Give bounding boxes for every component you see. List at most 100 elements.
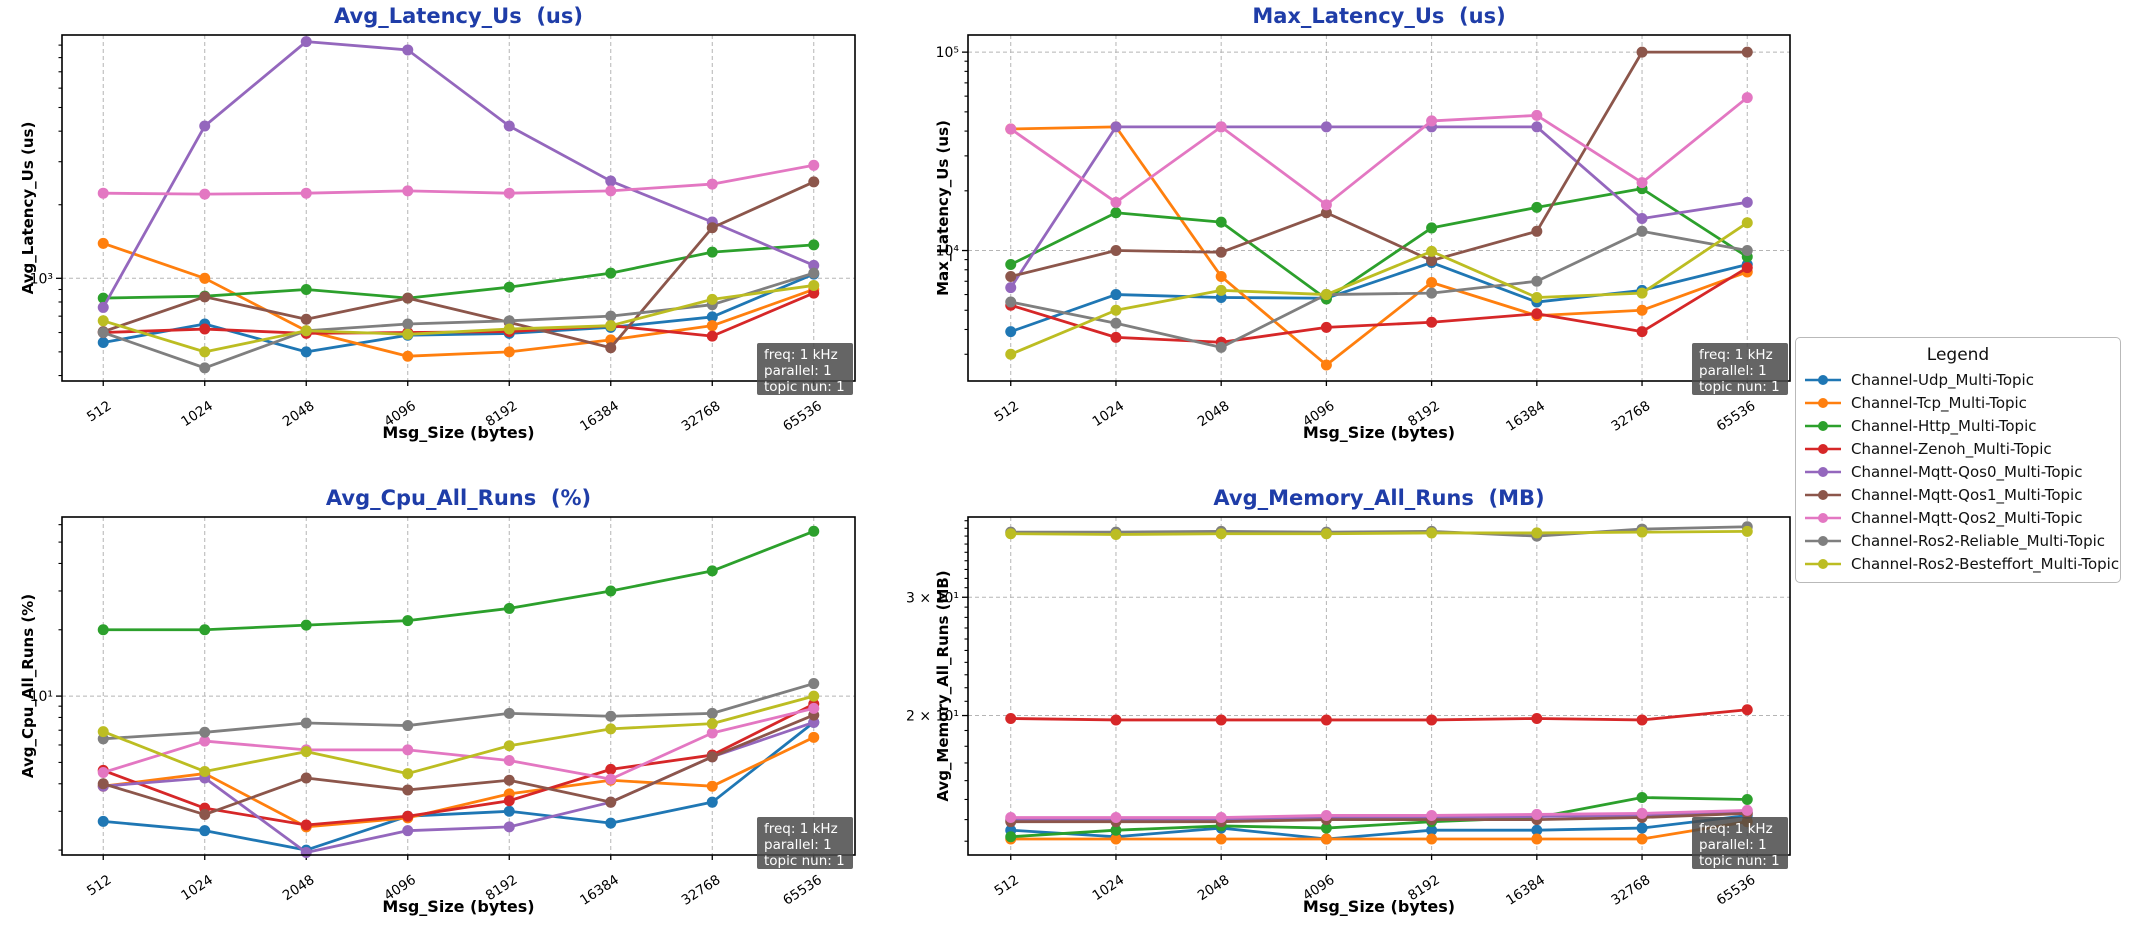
data-point-channel-udp-multi-topic — [503, 805, 515, 817]
data-point-channel-ros2-besteffort-multi-topic — [503, 740, 515, 752]
y-tick-label: 10³ — [30, 271, 53, 287]
series-line-channel-ros2-besteffort-multi-topic — [1010, 529, 1748, 536]
data-point-channel-http-multi-topic — [808, 525, 820, 537]
data-point-channel-mqtt-qos2-multi-topic — [300, 187, 312, 199]
series-line-channel-mqtt-qos0-multi-topic — [1010, 810, 1748, 821]
series-channel-mqtt-qos2-multi-topic — [1005, 804, 1753, 824]
data-point-channel-udp-multi-topic — [1636, 822, 1648, 834]
x-tick-label: 1024 — [1090, 398, 1128, 430]
data-point-channel-ros2-besteffort-multi-topic — [300, 325, 312, 337]
data-point-channel-mqtt-qos2-multi-topic — [1741, 804, 1753, 816]
data-point-channel-zenoh-multi-topic — [1320, 321, 1332, 333]
data-point-channel-mqtt-qos2-multi-topic — [503, 755, 515, 767]
data-point-channel-mqtt-qos1-multi-topic — [605, 796, 617, 808]
data-point-channel-ros2-reliable-multi-topic — [402, 318, 414, 330]
legend-line-marker-icon — [1805, 420, 1841, 431]
series-line-channel-ros2-reliable-multi-topic — [1010, 229, 1748, 349]
data-point-channel-ros2-besteffort-multi-topic — [605, 320, 617, 332]
x-tick-label: 65536 — [780, 872, 825, 909]
data-point-channel-ros2-reliable-multi-topic — [1110, 317, 1122, 329]
data-point-channel-mqtt-qos2-multi-topic — [402, 744, 414, 756]
data-point-channel-ros2-besteffort-multi-topic — [97, 315, 109, 327]
data-point-channel-ros2-besteffort-multi-topic — [706, 293, 718, 305]
series-channel-zenoh-multi-topic — [97, 698, 820, 831]
data-point-channel-ros2-besteffort-multi-topic — [1531, 291, 1543, 303]
x-tick-label: 2048 — [1195, 872, 1233, 904]
data-point-channel-mqtt-qos2-multi-topic — [706, 178, 718, 190]
legend: Legend Channel-Udp_Multi-Topic Channel-Tc… — [1795, 337, 2121, 583]
data-point-channel-ros2-reliable-multi-topic — [503, 707, 515, 719]
data-point-channel-udp-multi-topic — [97, 815, 109, 827]
data-point-channel-zenoh-multi-topic — [1636, 326, 1648, 338]
x-tick-label: 1024 — [178, 398, 216, 430]
data-point-channel-mqtt-qos0-multi-topic — [1636, 213, 1648, 225]
series-line-channel-http-multi-topic — [1010, 796, 1748, 839]
data-point-channel-ros2-besteffort-multi-topic — [1215, 528, 1227, 540]
data-point-channel-ros2-reliable-multi-topic — [503, 315, 515, 327]
x-axis-label: Msg_Size (bytes) — [1303, 423, 1455, 442]
data-point-channel-ros2-reliable-multi-topic — [1005, 296, 1017, 308]
data-point-channel-http-multi-topic — [1531, 201, 1543, 213]
data-point-channel-zenoh-multi-topic — [808, 287, 820, 299]
data-point-channel-mqtt-qos1-multi-topic — [402, 784, 414, 796]
data-point-channel-mqtt-qos2-multi-topic — [1531, 808, 1543, 820]
data-point-channel-zenoh-multi-topic — [1110, 714, 1122, 726]
legend-line-marker-icon — [1805, 512, 1841, 523]
y-axis-label: Max_Latency_Us (us) — [934, 120, 952, 296]
series-line-channel-tcp-multi-topic — [1010, 820, 1748, 841]
legend-line-marker-icon — [1805, 558, 1841, 569]
data-point-channel-mqtt-qos0-multi-topic — [97, 301, 109, 313]
data-point-channel-tcp-multi-topic — [199, 272, 211, 284]
data-point-channel-mqtt-qos0-multi-topic — [402, 825, 414, 837]
series-line-channel-zenoh-multi-topic — [1010, 708, 1748, 722]
data-point-channel-http-multi-topic — [503, 281, 515, 293]
data-point-channel-zenoh-multi-topic — [199, 323, 211, 335]
data-point-channel-ros2-reliable-multi-topic — [808, 678, 820, 690]
data-point-channel-http-multi-topic — [1741, 793, 1753, 805]
x-tick-label: 16384 — [1503, 398, 1548, 435]
data-point-channel-mqtt-qos1-multi-topic — [605, 342, 617, 354]
data-point-channel-ros2-besteffort-multi-topic — [1110, 304, 1122, 316]
series-line-channel-http-multi-topic — [103, 243, 814, 300]
data-point-channel-ros2-reliable-multi-topic — [199, 362, 211, 374]
data-point-channel-zenoh-multi-topic — [1215, 714, 1227, 726]
series-line-channel-ros2-reliable-multi-topic — [102, 271, 815, 370]
y-axis-label: Avg_Cpu_All_Runs (%) — [19, 594, 37, 778]
data-point-channel-tcp-multi-topic — [1320, 833, 1332, 845]
series-line-channel-mqtt-qos1-multi-topic — [1010, 50, 1748, 278]
data-point-channel-ros2-besteffort-multi-topic — [402, 328, 414, 340]
data-point-channel-mqtt-qos2-multi-topic — [1636, 177, 1648, 189]
data-point-channel-ros2-reliable-multi-topic — [1426, 287, 1438, 299]
chart-title: Avg_Memory_All_Runs (MB) — [1213, 486, 1544, 510]
data-point-channel-mqtt-qos2-multi-topic — [199, 188, 211, 200]
series-line-channel-zenoh-multi-topic — [1010, 266, 1748, 344]
data-point-channel-tcp-multi-topic — [1636, 833, 1648, 845]
plot-area — [61, 34, 856, 382]
legend-label: Channel-Mqtt-Qos2_Multi-Topic — [1851, 508, 2083, 527]
data-point-channel-mqtt-qos2-multi-topic — [1005, 812, 1017, 824]
data-point-channel-zenoh-multi-topic — [1741, 262, 1753, 274]
data-point-channel-http-multi-topic — [1636, 792, 1648, 804]
data-point-channel-tcp-multi-topic — [1426, 833, 1438, 845]
data-point-channel-ros2-besteffort-multi-topic — [97, 726, 109, 738]
data-point-channel-zenoh-multi-topic — [1741, 704, 1753, 716]
data-point-channel-http-multi-topic — [97, 624, 109, 636]
legend-title: Legend — [1926, 345, 1990, 365]
data-point-channel-http-multi-topic — [199, 624, 211, 636]
data-point-channel-ros2-reliable-multi-topic — [402, 720, 414, 732]
series-channel-ros2-reliable-multi-topic — [1005, 225, 1753, 353]
data-point-channel-mqtt-qos1-multi-topic — [1636, 46, 1648, 58]
chart-title: Max_Latency_Us (us) — [1252, 4, 1505, 28]
data-point-channel-udp-multi-topic — [97, 337, 109, 349]
legend-item-channel-mqtt-qos2-multi-topic: Channel-Mqtt-Qos2_Multi-Topic — [1804, 506, 2112, 529]
x-tick-label: 512 — [84, 398, 114, 425]
data-point-channel-mqtt-qos1-multi-topic — [706, 222, 718, 234]
x-tick-label: 512 — [992, 398, 1022, 425]
legend-label: Channel-Mqtt-Qos0_Multi-Topic — [1851, 462, 2083, 481]
data-point-channel-http-multi-topic — [1005, 831, 1017, 843]
data-point-channel-ros2-besteffort-multi-topic — [1426, 527, 1438, 539]
